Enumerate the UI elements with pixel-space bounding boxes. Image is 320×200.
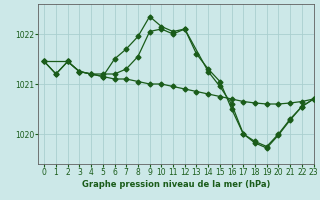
X-axis label: Graphe pression niveau de la mer (hPa): Graphe pression niveau de la mer (hPa) [82, 180, 270, 189]
